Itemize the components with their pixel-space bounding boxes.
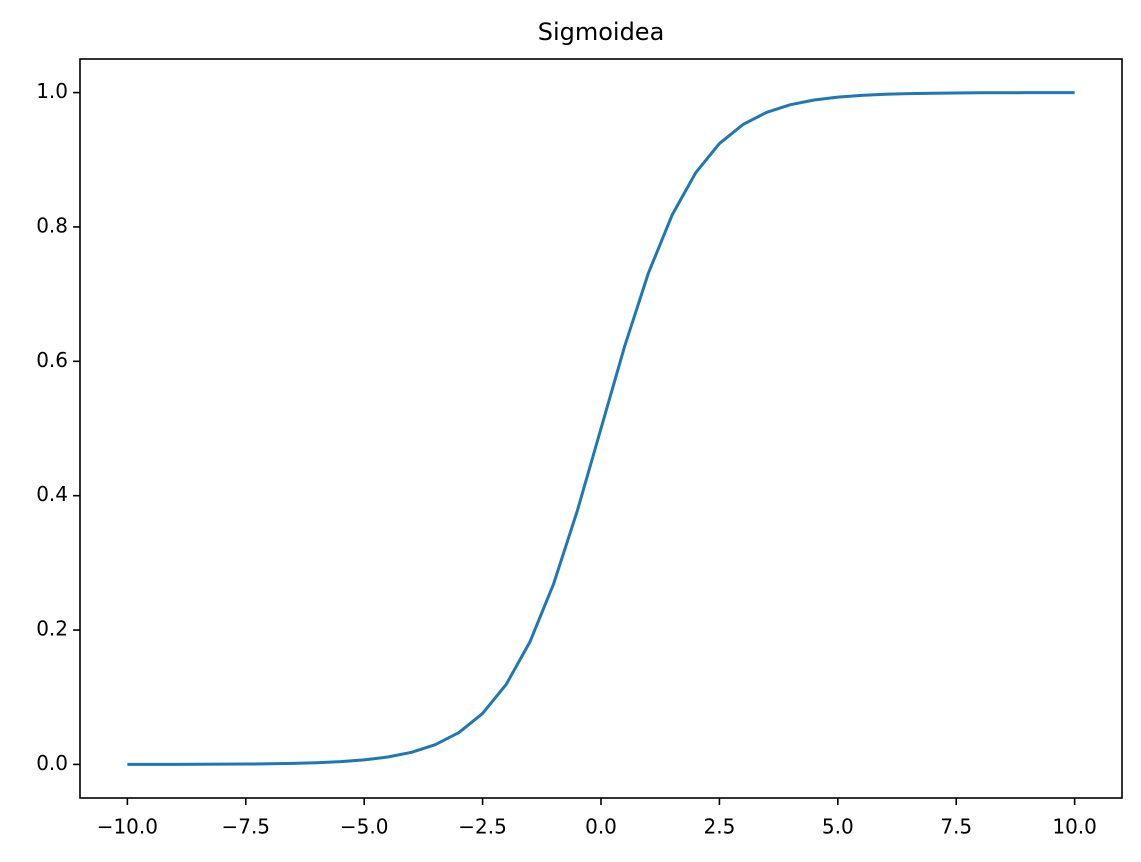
x-tick-label: −2.5 (458, 815, 507, 839)
y-tick-label: 1.0 (36, 79, 68, 103)
y-tick-label: 0.6 (36, 348, 68, 372)
x-tick-label: 10.0 (1052, 815, 1097, 839)
x-tick-label: 2.5 (704, 815, 736, 839)
x-tick-label: 7.5 (940, 815, 972, 839)
x-tick-label: −10.0 (97, 815, 158, 839)
y-tick-label: 0.8 (36, 213, 68, 237)
y-tick-label: 0.4 (36, 482, 68, 506)
plot-frame (79, 58, 1123, 799)
y-tick-label: 0.2 (36, 617, 68, 641)
x-tick-label: −5.0 (340, 815, 389, 839)
y-tick-label: 0.0 (36, 751, 68, 775)
x-tick-label: −7.5 (221, 815, 270, 839)
line-series (127, 91, 1075, 766)
x-tick-label: 5.0 (822, 815, 854, 839)
x-tick-label: 0.0 (585, 815, 617, 839)
chart-title: Sigmoidea (538, 18, 665, 46)
